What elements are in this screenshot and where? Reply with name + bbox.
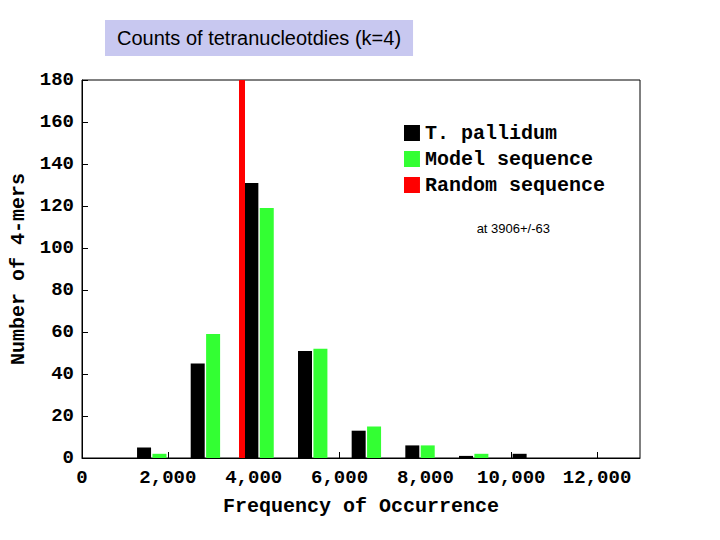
svg-text:180: 180: [40, 69, 74, 91]
svg-text:Counts of tetranucleotdies (k=: Counts of tetranucleotdies (k=4): [117, 27, 401, 49]
svg-text:120: 120: [40, 195, 74, 217]
svg-text:10,000: 10,000: [477, 467, 545, 489]
svg-text:8,000: 8,000: [397, 467, 454, 489]
svg-text:100: 100: [40, 237, 74, 259]
svg-text:at 3906+/-63: at 3906+/-63: [477, 221, 550, 236]
svg-text:6,000: 6,000: [311, 467, 368, 489]
svg-text:Number of 4-mers: Number of 4-mers: [7, 173, 30, 365]
svg-text:Random sequence: Random sequence: [425, 174, 605, 197]
svg-text:20: 20: [51, 405, 74, 427]
svg-text:0: 0: [63, 447, 74, 469]
svg-text:Model sequence: Model sequence: [425, 148, 593, 171]
svg-text:80: 80: [51, 279, 74, 301]
svg-text:160: 160: [40, 111, 74, 133]
svg-text:4,000: 4,000: [225, 467, 282, 489]
svg-text:12,000: 12,000: [563, 467, 631, 489]
svg-text:140: 140: [40, 153, 74, 175]
svg-text:0: 0: [76, 467, 87, 489]
svg-text:60: 60: [51, 321, 74, 343]
svg-text:2,000: 2,000: [139, 467, 196, 489]
svg-text:Frequency of Occurrence: Frequency of Occurrence: [223, 495, 499, 518]
svg-text:40: 40: [51, 363, 74, 385]
svg-text:T. pallidum: T. pallidum: [425, 122, 557, 145]
